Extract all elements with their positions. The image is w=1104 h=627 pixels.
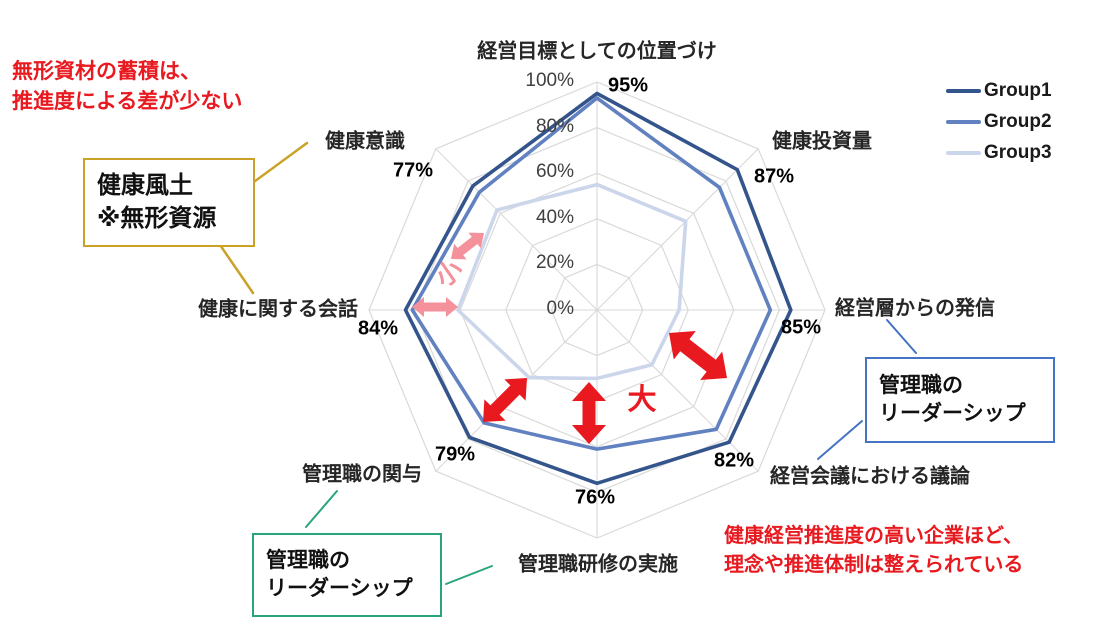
note-top-left-line2: 推進度による差が少ない <box>12 90 243 114</box>
data-label-77: 77% <box>392 159 434 182</box>
data-label-87: 87% <box>753 165 795 188</box>
axis-label-kenko-kaiwa: 健康に関する会話 <box>198 298 358 321</box>
tick-label-100: 100% <box>525 70 574 91</box>
tick-label-20: 20% <box>535 252 574 273</box>
callout-box-leadership-right: 管理職の リーダーシップ <box>865 357 1055 443</box>
legend-line-group2-icon <box>946 120 981 124</box>
axis-label-kenko-toshi: 健康投資量 <box>772 130 872 153</box>
callout-yellow-line1: 健康風土 <box>97 172 193 200</box>
data-label-95: 95% <box>607 74 649 97</box>
axis-label-kanrishoku-kanyo: 管理職の関与 <box>302 463 422 486</box>
axis-label-kenshu-jisshi: 管理職研修の実施 <box>518 553 678 576</box>
chart-legend: Group1 Group2 Group3 <box>946 80 1052 163</box>
note-top-left: 無形資材の蓄積は、 推進度による差が少ない <box>12 57 242 118</box>
axis-label-keiei-kaigi: 経営会議における議論 <box>770 465 970 488</box>
tick-label-60: 60% <box>535 161 574 182</box>
legend-item-group1: Group1 <box>946 80 1052 101</box>
legend-label-group2: Group2 <box>984 111 1052 132</box>
note-top-left-line1: 無形資材の蓄積は、 <box>12 60 201 83</box>
callout-box-leadership-bottom: 管理職の リーダーシップ <box>252 533 442 617</box>
gap-label-large: 大 <box>627 384 657 416</box>
callout-yellow-line2: ※無形資源 <box>97 204 217 232</box>
legend-line-group1-icon <box>946 89 981 93</box>
legend-label-group1: Group1 <box>984 80 1052 101</box>
axis-label-keieiso-hasshin: 経営層からの発信 <box>835 297 995 320</box>
note-bottom-right-line2: 理念や推進体制は整えられている <box>724 554 1024 576</box>
legend-label-group3: Group3 <box>984 142 1052 163</box>
tick-label-0: 0% <box>546 298 574 319</box>
callout-blue-line1: 管理職の <box>879 373 963 397</box>
legend-item-group2: Group2 <box>946 111 1052 132</box>
data-label-84: 84% <box>357 317 399 340</box>
note-bottom-right: 健康経営推進度の高い企業ほど、 理念や推進体制は整えられている <box>724 522 1023 580</box>
axis-label-keiei-mokuhyo: 経営目標としての位置づけ <box>477 40 717 63</box>
axis-label-kenko-ishiki: 健康意識 <box>325 130 405 153</box>
callout-green-line2: リーダーシップ <box>266 577 413 600</box>
data-label-82: 82% <box>713 449 755 472</box>
legend-line-group3-icon <box>946 151 981 155</box>
tick-label-40: 40% <box>535 207 574 228</box>
note-bottom-right-line1: 健康経営推進度の高い企業ほど、 <box>724 525 1023 547</box>
data-label-85: 85% <box>780 316 822 339</box>
data-label-79: 79% <box>434 443 476 466</box>
data-label-76: 76% <box>574 486 616 509</box>
callout-blue-line2: リーダーシップ <box>879 402 1026 425</box>
callout-green-line1: 管理職の <box>266 548 350 572</box>
tick-label-80: 80% <box>535 116 574 137</box>
callout-box-kenko-fudo: 健康風土 ※無形資源 <box>83 158 255 247</box>
legend-item-group3: Group3 <box>946 142 1052 163</box>
